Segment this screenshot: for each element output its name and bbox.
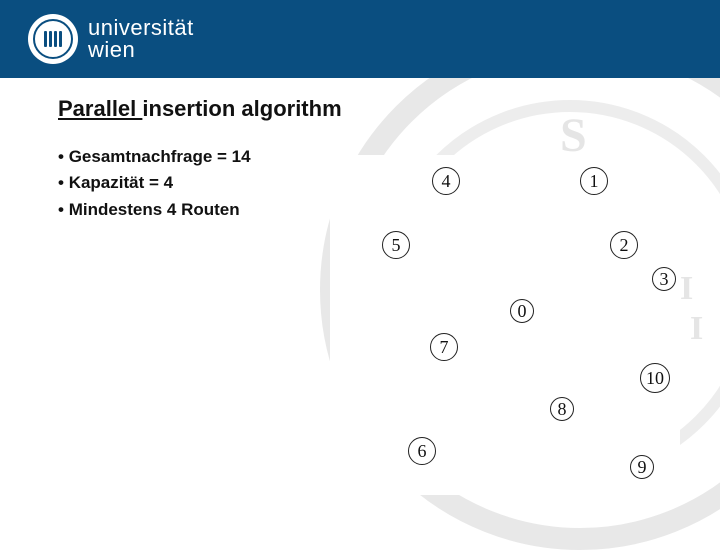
- diagram-node-6: 6: [408, 437, 436, 465]
- diagram-node-9: 9: [630, 455, 654, 479]
- bullet-item: Mindestens 4 Routen: [58, 197, 720, 223]
- diagram-node-3: 3: [652, 267, 676, 291]
- diagram-node-2: 2: [610, 231, 638, 259]
- main-content: Parallel insertion algorithm Gesamtnachf…: [0, 78, 720, 223]
- diagram-node-8: 8: [550, 397, 574, 421]
- slide-title: Parallel insertion algorithm: [58, 96, 720, 122]
- title-rest: insertion algorithm: [142, 96, 341, 121]
- brand-text: universität wien: [88, 17, 194, 61]
- watermark-letter: I: [680, 270, 693, 308]
- header-bar: universität wien: [0, 0, 720, 78]
- logo-seal-icon: [28, 14, 78, 64]
- diagram-node-10: 10: [640, 363, 670, 393]
- diagram-node-5: 5: [382, 231, 410, 259]
- bullet-item: Kapazität = 4: [58, 170, 720, 196]
- brand-line1: universität: [88, 17, 194, 39]
- watermark-letter: I: [690, 310, 703, 348]
- diagram-node-7: 7: [430, 333, 458, 361]
- title-underlined: Parallel: [58, 96, 142, 121]
- bullet-item: Gesamtnachfrage = 14: [58, 144, 720, 170]
- bullet-list: Gesamtnachfrage = 14 Kapazität = 4 Minde…: [58, 144, 720, 223]
- brand-line2: wien: [88, 39, 194, 61]
- brand-logo: universität wien: [28, 14, 194, 64]
- diagram-node-0: 0: [510, 299, 534, 323]
